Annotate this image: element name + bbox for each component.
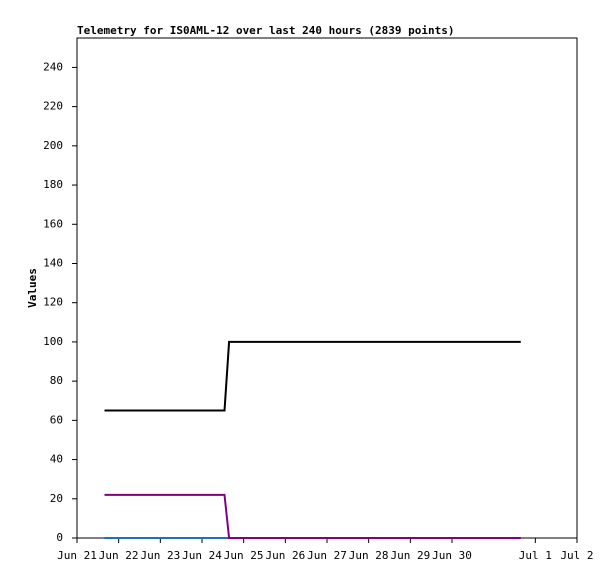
x-tick-label: Jun 24 — [182, 549, 222, 562]
y-tick-label: 220 — [43, 100, 63, 113]
x-tick-label: Jun 22 — [99, 549, 139, 562]
y-tick-label: 80 — [50, 374, 63, 387]
y-tick-label: 20 — [50, 492, 63, 505]
x-tick-label: Jun 21 — [57, 549, 97, 562]
x-tick-label: Jun 28 — [349, 549, 389, 562]
x-tick-label: Jun 30 — [432, 549, 472, 562]
series-line — [104, 493, 521, 539]
y-tick-label: 160 — [43, 217, 63, 230]
y-tick-label: 60 — [50, 413, 63, 426]
y-tick-label: 140 — [43, 256, 63, 269]
x-tick-label: Jun 23 — [140, 549, 180, 562]
y-tick-label: 100 — [43, 335, 63, 348]
x-tick-label: Jun 29 — [390, 549, 430, 562]
y-axis-label: Values — [26, 268, 39, 308]
y-tick-label: 120 — [43, 296, 63, 309]
plot-frame — [76, 37, 578, 539]
y-tick-label: 200 — [43, 139, 63, 152]
x-tick-label: Jun 27 — [307, 549, 347, 562]
y-tick-label: 240 — [43, 60, 63, 73]
x-tick-label: Jul 2 — [560, 549, 593, 562]
chart-title: Telemetry for IS0AML-12 over last 240 ho… — [77, 24, 455, 37]
y-tick-label: 40 — [50, 453, 63, 466]
x-tick-label: Jul 1 — [519, 549, 552, 562]
x-tick-label: Jun 25 — [224, 549, 264, 562]
series-line — [104, 340, 521, 412]
y-tick-label: 0 — [56, 531, 63, 544]
x-tick-label: Jun 26 — [265, 549, 305, 562]
y-tick-label: 180 — [43, 178, 63, 191]
